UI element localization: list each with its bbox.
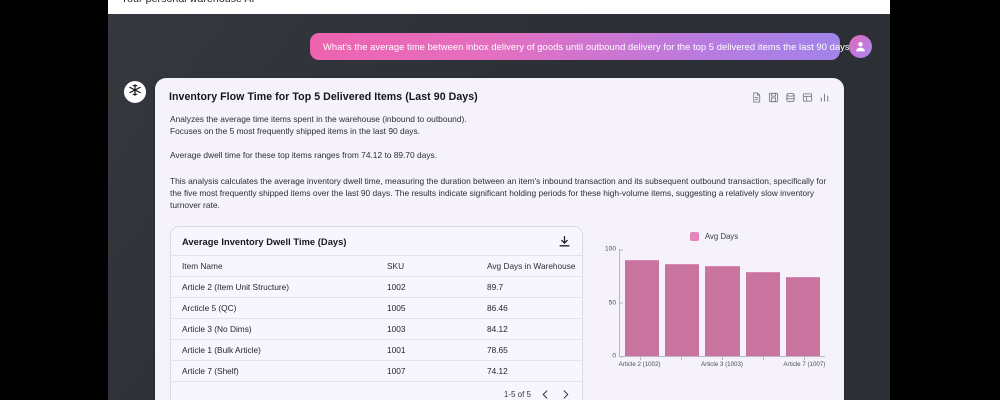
table-header-row: Item Name SKU Avg Days in Warehouse: [171, 256, 582, 278]
cell-item-name: Article 3 (No Dims): [171, 318, 376, 341]
cell-item-name: Article 1 (Bulk Article): [171, 339, 376, 362]
pagination-status: 1-5 of 5: [503, 390, 531, 400]
x-axis-label: Article 3 (1003): [701, 361, 743, 369]
results-table-caption: Average Inventory Dwell Time (Days): [182, 236, 347, 247]
answer-range-line: Average dwell time for these top items r…: [170, 150, 438, 161]
assistant-message-row: Inventory Flow Time for Top 5 Delivered …: [124, 78, 844, 400]
app-window: Your personal warehouse AI What's the av…: [108, 0, 890, 400]
cell-sku: 1005: [376, 297, 476, 320]
column-header-avg-days: Avg Days in Warehouse: [476, 256, 582, 278]
chart-bar: [705, 266, 740, 357]
table-pagination: 1-5 of 5: [171, 382, 582, 400]
chart-bars: [620, 249, 825, 357]
answer-title: Inventory Flow Time for Top 5 Delivered …: [169, 91, 478, 103]
x-axis-tickmark: [680, 357, 682, 361]
answer-summary-line-2: Focuses on the 5 most frequently shipped…: [170, 126, 420, 137]
cell-sku: 1001: [376, 339, 476, 362]
cell-item-name: Arcticle 5 (QC): [171, 297, 376, 320]
x-axis-label: Article 2 (1002): [618, 361, 661, 369]
y-axis-tick: 100: [605, 246, 624, 253]
document-icon[interactable]: [751, 92, 762, 103]
app-tagline: Your personal warehouse AI: [121, 0, 255, 5]
table-row: Article 3 (No Dims) 1003 84.12: [171, 318, 582, 341]
x-axis-tickmark: [722, 357, 723, 361]
answer-card-header: Inventory Flow Time for Top 5 Delivered …: [169, 90, 830, 103]
database-icon[interactable]: [785, 92, 796, 103]
cell-item-name: Article 2 (Item Unit Structure): [171, 276, 376, 299]
user-avatar[interactable]: [849, 35, 872, 59]
y-axis-tick: 50: [609, 299, 624, 306]
table-row: Article 7 (Shelf) 1007 74.12: [171, 360, 582, 383]
table-row: Arcticle 5 (QC) 1005 86.46: [171, 297, 582, 320]
download-icon[interactable]: [558, 235, 571, 248]
cell-avg-days: 86.46: [476, 297, 582, 320]
bar-chart: Avg Days 0 50 100 Article 2 (1002) Article …: [599, 226, 829, 400]
chart-view-icon[interactable]: [819, 92, 830, 103]
cell-avg-days: 78.65: [476, 339, 582, 362]
x-axis-label: Article 7 (1007): [783, 361, 826, 369]
answer-card-body: Analyzes the average time items spent in…: [169, 113, 830, 400]
answer-card: Inventory Flow Time for Top 5 Delivered …: [155, 78, 844, 400]
chart-legend: Avg Days: [599, 232, 829, 242]
cell-avg-days: 74.12: [476, 360, 582, 383]
results-table: Item Name SKU Avg Days in Warehouse Arti…: [171, 256, 582, 383]
cell-item-name: Article 7 (Shelf): [171, 360, 376, 383]
table-row: Article 2 (Item Unit Structure) 1002 89.…: [171, 276, 582, 299]
answer-card-toolbar: [751, 90, 830, 103]
user-message-row: What's the average time between inbox de…: [310, 33, 872, 61]
x-axis-tickmark: [763, 357, 765, 361]
cell-avg-days: 89.7: [476, 276, 582, 299]
results-table-toolbar: Average Inventory Dwell Time (Days): [171, 227, 582, 257]
cell-sku: 1007: [376, 360, 476, 383]
chart-bar: [745, 271, 780, 357]
answer-summary-line-1: Analyzes the average time items spent in…: [170, 114, 467, 124]
app-header: Your personal warehouse AI: [108, 0, 890, 14]
cell-sku: 1003: [376, 318, 476, 341]
answer-paragraph: This analysis calculates the average inv…: [170, 175, 827, 210]
x-axis-tickmark: [639, 357, 641, 361]
assistant-avatar: [124, 81, 146, 103]
column-header-item-name: Item Name: [171, 256, 376, 278]
result-panel: Average Inventory Dwell Time (Days): [170, 226, 829, 400]
legend-swatch-avg-days: [689, 232, 699, 242]
table-view-icon[interactable]: [802, 92, 813, 103]
person-icon: [854, 40, 867, 53]
chart-plot-area: 0 50 100: [605, 246, 825, 360]
chart-bar: [785, 276, 821, 357]
chart-bar: [665, 263, 700, 357]
table-row: Article 1 (Bulk Article) 1001 78.65: [171, 339, 582, 362]
x-axis-tickmark: [804, 357, 806, 361]
cell-sku: 1002: [376, 276, 476, 299]
y-axis-tick: 0: [612, 353, 623, 360]
save-icon[interactable]: [768, 92, 779, 103]
cell-avg-days: 84.12: [476, 318, 582, 341]
column-header-sku: SKU: [376, 256, 476, 278]
snowflake-icon: [128, 83, 142, 102]
user-message-bubble: What's the average time between inbox de…: [310, 33, 855, 61]
previous-page-button[interactable]: [540, 389, 551, 400]
next-page-button[interactable]: [560, 389, 571, 400]
chart-x-axis: Article 2 (1002) Article 3 (1003) Article …: [619, 357, 825, 373]
legend-label-avg-days: Avg Days: [704, 232, 739, 242]
results-table-card: Average Inventory Dwell Time (Days): [170, 226, 583, 400]
chart-bar: [625, 260, 660, 357]
answer-summary: Analyzes the average time items spent in…: [170, 113, 829, 137]
